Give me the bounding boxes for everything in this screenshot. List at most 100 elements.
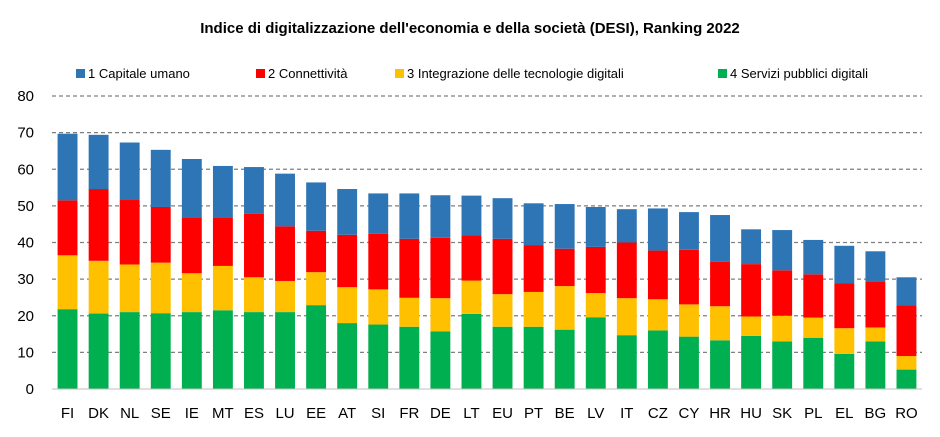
bars bbox=[57, 133, 917, 389]
bar-segment bbox=[181, 217, 202, 274]
bar-segment bbox=[803, 274, 824, 318]
legend-label: 2 Connettività bbox=[268, 66, 348, 81]
x-tick-label: FI bbox=[61, 405, 74, 422]
bar-segment bbox=[554, 204, 575, 249]
bar-segment bbox=[275, 312, 295, 389]
x-tick-label: DK bbox=[88, 405, 109, 422]
bar-segment bbox=[523, 291, 544, 327]
bar-segment bbox=[88, 189, 109, 261]
bar-segment bbox=[306, 230, 327, 273]
bar-segment bbox=[119, 142, 140, 201]
bar-segment bbox=[57, 255, 78, 310]
bar-segment bbox=[212, 217, 233, 266]
x-tick-label: LU bbox=[275, 405, 294, 422]
legend: 1 Capitale umano 2 Connettività 3 Integraz… bbox=[76, 66, 868, 81]
bar-segment bbox=[150, 262, 171, 314]
y-tick-label: 10 bbox=[17, 344, 34, 361]
bar-segment bbox=[181, 273, 202, 313]
legend-swatch bbox=[256, 69, 265, 78]
bar-segment bbox=[461, 195, 482, 236]
bar-segment bbox=[368, 193, 389, 234]
bar-segment bbox=[119, 200, 140, 265]
x-axis: FI DK NL SE IE MT ES LU EE AT SI FR DE LT EU PT BE LV IT CZ… bbox=[52, 388, 922, 422]
bar-segment bbox=[57, 133, 78, 201]
bar-segment bbox=[88, 260, 109, 314]
bar-segment bbox=[430, 331, 451, 389]
bar-segment bbox=[430, 195, 451, 238]
bar-segment bbox=[647, 330, 668, 389]
x-tick-label: BG bbox=[865, 405, 887, 422]
y-tick-label: 50 bbox=[17, 198, 34, 215]
bar-segment bbox=[710, 261, 730, 307]
bar-segment bbox=[616, 209, 637, 243]
x-tick-label: HU bbox=[740, 405, 762, 422]
x-tick-label: CY bbox=[679, 405, 700, 422]
y-tick-label: 70 bbox=[17, 125, 34, 142]
bar-segment bbox=[710, 306, 730, 341]
bar-segment bbox=[896, 356, 917, 370]
bar-segment bbox=[368, 324, 389, 389]
bar-segment bbox=[150, 313, 171, 389]
bar-segment bbox=[554, 286, 575, 330]
bar-segment bbox=[772, 270, 793, 316]
bar-segment bbox=[554, 329, 575, 389]
legend-label: 3 Integrazione delle tecnologie digitali bbox=[407, 66, 624, 81]
bar-segment bbox=[865, 341, 886, 389]
bar-segment bbox=[896, 305, 917, 357]
bar-segment bbox=[181, 312, 202, 389]
bar-segment bbox=[244, 213, 264, 278]
x-tick-label: LV bbox=[587, 405, 604, 422]
bar-segment bbox=[492, 238, 513, 295]
legend-label: 4 Servizi pubblici digitali bbox=[730, 66, 868, 81]
bar-segment bbox=[710, 215, 730, 262]
bar-segment bbox=[523, 245, 544, 292]
bar-segment bbox=[275, 280, 295, 313]
x-tick-label: SI bbox=[371, 405, 385, 422]
bar-segment bbox=[399, 193, 420, 239]
x-tick-label: MT bbox=[212, 405, 234, 422]
bar-segment bbox=[275, 226, 295, 281]
bar-segment bbox=[554, 248, 575, 287]
bar-segment bbox=[461, 313, 482, 389]
bar-segment bbox=[337, 189, 358, 235]
x-tick-label: IE bbox=[185, 405, 199, 422]
bar-segment bbox=[57, 309, 78, 389]
bar-segment bbox=[865, 251, 886, 282]
bar-segment bbox=[368, 289, 389, 325]
x-tick-label: SE bbox=[151, 405, 171, 422]
x-tick-label: LT bbox=[463, 405, 479, 422]
x-tick-label: BE bbox=[555, 405, 575, 422]
bar-segment bbox=[523, 203, 544, 246]
bar-segment bbox=[741, 229, 762, 265]
bar-segment bbox=[834, 283, 855, 329]
legend-swatch bbox=[395, 69, 404, 78]
bar-segment bbox=[803, 317, 824, 338]
x-tick-label: EL bbox=[835, 405, 853, 422]
bar-segment bbox=[647, 250, 668, 300]
x-tick-label: EU bbox=[492, 405, 513, 422]
bar-segment bbox=[523, 326, 544, 389]
bar-segment bbox=[647, 208, 668, 251]
bar-segment bbox=[88, 134, 109, 190]
bar-segment bbox=[492, 326, 513, 389]
legend-swatch bbox=[76, 69, 85, 78]
bar-segment bbox=[679, 336, 699, 389]
bar-segment bbox=[306, 182, 327, 231]
bar-segment bbox=[399, 297, 420, 327]
bar-segment bbox=[679, 249, 699, 305]
bar-segment bbox=[492, 294, 513, 327]
bar-segment bbox=[585, 246, 606, 294]
bar-segment bbox=[150, 206, 171, 263]
bar-segment bbox=[616, 335, 637, 389]
bar-segment bbox=[337, 323, 358, 389]
bar-segment bbox=[119, 264, 140, 313]
bar-segment bbox=[772, 341, 793, 389]
bar-segment bbox=[461, 235, 482, 281]
x-tick-label: PL bbox=[804, 405, 822, 422]
bar-segment bbox=[275, 173, 295, 227]
bar-segment bbox=[368, 233, 389, 290]
bar-segment bbox=[306, 305, 327, 389]
x-tick-label: CZ bbox=[648, 405, 668, 422]
bar-segment bbox=[212, 310, 233, 389]
bar-segment bbox=[741, 335, 762, 389]
